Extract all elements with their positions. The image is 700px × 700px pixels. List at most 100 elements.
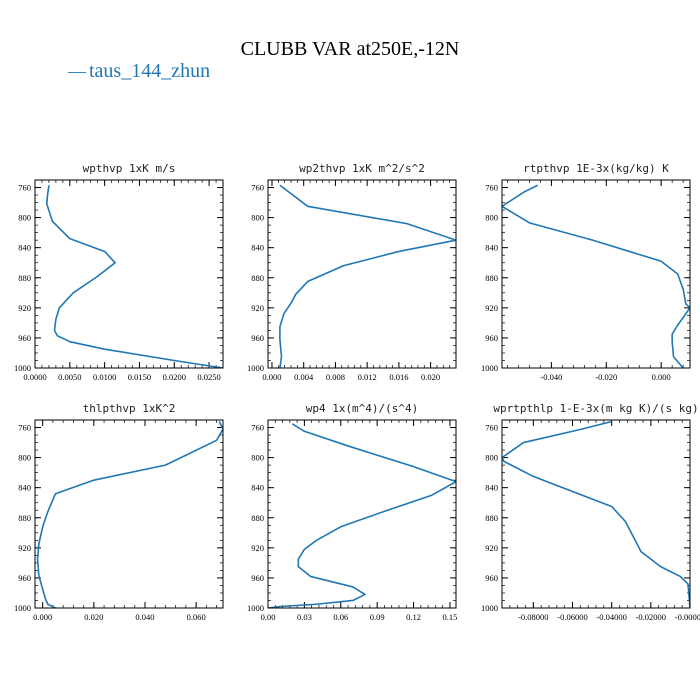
x-tick-label: 0.008 (326, 372, 345, 382)
x-tick-label: 0.004 (294, 372, 314, 382)
y-tick-label: 960 (251, 573, 264, 583)
y-tick-label: 920 (251, 303, 264, 313)
x-tick-label: 0.09 (370, 612, 385, 622)
series-line (502, 184, 690, 368)
panel-2: wp2thvp 1xK m^2/s^2 0.000 0.004 0.008 0.012 0… (247, 162, 457, 382)
x-tick-label: 0.020 (84, 612, 103, 622)
y-tick-label: 840 (485, 483, 498, 493)
y-tick-label: 760 (485, 423, 498, 433)
axes-frame (501, 419, 691, 609)
x-tick-label: 0.0100 (93, 372, 116, 382)
x-tick-label: 0.012 (358, 372, 377, 382)
y-tick-label: 760 (251, 423, 264, 433)
x-tick-label: 0.0150 (128, 372, 151, 382)
x-tick-label: 0.000 (652, 372, 671, 382)
y-tick-label: 920 (18, 543, 31, 553)
y-tick-label: 880 (485, 513, 498, 523)
y-tick-label: 800 (485, 213, 498, 223)
y-tick-label: 960 (18, 333, 31, 343)
y-tick-label: 1000 (247, 603, 264, 613)
series-line (279, 184, 456, 368)
x-tick-label: 0.040 (135, 612, 154, 622)
x-tick-label: 0.06 (333, 612, 348, 622)
axes-frame (34, 419, 224, 609)
y-tick-label: 840 (485, 243, 498, 253)
x-tick-label: 0.0200 (163, 372, 186, 382)
y-tick-label: 920 (18, 303, 31, 313)
y-tick-label: 760 (251, 183, 264, 193)
y-tick-label: 1000 (14, 363, 31, 373)
x-tick-label: -0.06000 (557, 612, 587, 622)
x-tick-label: 0.060 (187, 612, 206, 622)
y-tick-label: 800 (251, 453, 264, 463)
y-tick-label: 1000 (481, 363, 498, 373)
panel-title: wpthvp 1xK m/s (83, 162, 176, 175)
y-tick-label: 880 (485, 273, 498, 283)
y-tick-label: 800 (251, 213, 264, 223)
x-tick-label: -0.04000 (596, 612, 626, 622)
y-tick-label: 880 (251, 273, 264, 283)
axes-frame (34, 179, 224, 369)
x-tick-label: 0.03 (297, 612, 312, 622)
x-tick-label: 0.0000 (23, 372, 46, 382)
y-tick-label: 960 (18, 573, 31, 583)
legend-label: taus_144_zhun (89, 60, 210, 82)
axes-frame (267, 419, 457, 609)
y-tick-label: 880 (251, 513, 264, 523)
x-tick-label: -0.08000 (518, 612, 548, 622)
x-tick-label: -0.020 (595, 372, 617, 382)
panel-6: wprtpthlp 1-E-3x(m kg K)/(s kg)-0.08000-… (481, 402, 700, 622)
y-tick-label: 960 (485, 573, 498, 583)
y-tick-label: 840 (18, 243, 31, 253)
panel-title: wp2thvp 1xK m^2/s^2 (299, 162, 425, 175)
panel-title: thlpthvp 1xK^2 (83, 402, 176, 415)
y-tick-label: 800 (18, 453, 31, 463)
x-tick-label: 0.0050 (58, 372, 81, 382)
x-tick-label: 0.020 (421, 372, 440, 382)
series-line (502, 420, 690, 608)
x-tick-label: 0.000 (262, 372, 281, 382)
y-tick-label: 880 (18, 273, 31, 283)
y-tick-label: 960 (485, 333, 498, 343)
x-tick-label: -0.040 (540, 372, 562, 382)
y-tick-label: 920 (485, 543, 498, 553)
y-tick-label: 760 (18, 183, 31, 193)
y-tick-label: 960 (251, 333, 264, 343)
panel-5: wp4 1x(m^4)/(s^4) 0.00 0.03 0.06 0.09 0.12 0.1… (247, 402, 457, 622)
y-tick-label: 760 (18, 423, 31, 433)
panel-1: wpthvp 1xK m/s 0.0000 0.0050 0.0100 0.0150 0.… (14, 162, 224, 382)
panel-3: rtpthvp 1E-3x(kg/kg) K -0.040 -0.020 0.000 7… (481, 162, 691, 382)
y-tick-label: 920 (251, 543, 264, 553)
y-tick-label: 800 (485, 453, 498, 463)
y-tick-label: 920 (485, 303, 498, 313)
y-tick-label: 840 (18, 483, 31, 493)
panels-group: wpthvp 1xK m/s 0.0000 0.0050 0.0100 0.0150 0.… (14, 162, 700, 622)
legend-marker: — (67, 61, 87, 81)
y-tick-label: 760 (485, 183, 498, 193)
y-tick-label: 880 (18, 513, 31, 523)
y-tick-label: 840 (251, 243, 264, 253)
legend: — taus_144_zhun (67, 60, 210, 82)
axes-frame (501, 179, 691, 369)
series-line (268, 423, 456, 608)
y-tick-label: 1000 (247, 363, 264, 373)
y-tick-label: 800 (18, 213, 31, 223)
y-tick-label: 1000 (14, 603, 31, 613)
x-tick-label: 0.016 (389, 372, 408, 382)
x-tick-label: -0.02000 (636, 612, 666, 622)
axes-frame (267, 179, 457, 369)
x-tick-label: 0.15 (442, 612, 457, 622)
figure-title: CLUBB VAR at250E,-12N (241, 38, 460, 60)
panel-title: wp4 1x(m^4)/(s^4) (306, 402, 419, 415)
y-tick-label: 1000 (481, 603, 498, 613)
y-tick-label: 840 (251, 483, 264, 493)
x-tick-label: 0.12 (406, 612, 421, 622)
x-tick-label: 0.000 (33, 612, 52, 622)
panel-4: thlpthvp 1xK^2 0.000 0.020 0.040 0.060 760 800… (14, 402, 224, 622)
series-line (36, 421, 223, 608)
panel-title: wprtpthlp 1-E-3x(m kg K)/(s kg) (493, 402, 698, 415)
panel-title: rtpthvp 1E-3x(kg/kg) K (523, 162, 669, 175)
series-line (46, 185, 223, 368)
